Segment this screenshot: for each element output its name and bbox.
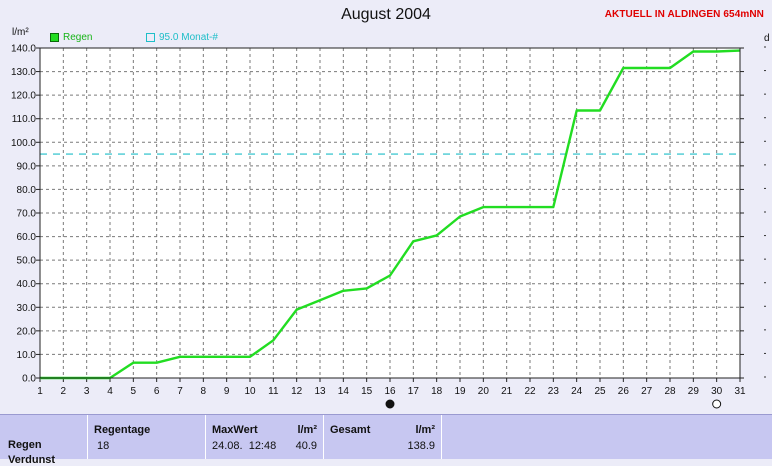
y-tick-label: 0.0 <box>22 374 36 385</box>
summary-gesamt-cell: Gesamt l/m² 138.9 <box>324 415 442 459</box>
x-tick-label: 2 <box>61 386 67 397</box>
new-moon-marker <box>385 399 395 409</box>
summary-empty-cell <box>442 415 772 459</box>
legend-item-rain: Regen <box>50 32 92 43</box>
station-label: AKTUELL IN ALDINGEN 654mNN <box>604 9 764 20</box>
x-tick-label: 15 <box>361 386 373 397</box>
x-tick-label: 5 <box>131 386 137 397</box>
y-tick-label: 130.0 <box>11 67 36 78</box>
y-tick-label: 20.0 <box>17 326 37 337</box>
y-tick-label: 30.0 <box>17 303 37 314</box>
regentage-header: Regentage <box>94 424 151 436</box>
y-tick-label: 70.0 <box>17 209 37 220</box>
x-tick-label: 21 <box>501 386 513 397</box>
summary-row-label: Regen <box>8 439 42 451</box>
x-tick-label: 13 <box>314 386 326 397</box>
y-tick-label: 140.0 <box>11 44 36 55</box>
x-tick-label: 24 <box>571 386 583 397</box>
summary-panel: Regen Verdunst Regentage 18 MaxWert l/m²… <box>0 414 772 466</box>
y-tick-label: 10.0 <box>17 350 37 361</box>
y-tick-label: 40.0 <box>17 279 37 290</box>
chart-title: August 2004 <box>341 6 431 23</box>
y-tick-label: 120.0 <box>11 91 36 102</box>
y-axis-unit-label: l/m² <box>12 27 29 38</box>
legend-item-reference: 95.0 Monat-# <box>146 32 218 43</box>
x-tick-label: 11 <box>268 386 279 397</box>
x-tick-label: 16 <box>384 386 396 397</box>
x-tick-label: 28 <box>664 386 676 397</box>
x-tick-label: 31 <box>734 386 746 397</box>
y-tick-label: 60.0 <box>17 232 37 243</box>
y-tick-label: 110.0 <box>12 114 37 125</box>
full-moon-marker <box>712 399 722 409</box>
regentage-value: 18 <box>97 440 110 452</box>
x-tick-label: 3 <box>84 386 90 397</box>
summary-regentage-cell: Regentage 18 <box>88 415 206 459</box>
x-tick-label: 22 <box>524 386 536 397</box>
x-tick-label: 6 <box>154 386 160 397</box>
y-tick-label: 90.0 <box>17 161 37 172</box>
x-tick-label: 25 <box>594 386 606 397</box>
x-tick-label: 4 <box>107 386 113 397</box>
gesamt-unit: l/m² <box>415 424 435 436</box>
y-tick-label: 50.0 <box>17 256 37 267</box>
x-tick-label: 7 <box>177 386 183 397</box>
maxwert-unit: l/m² <box>297 424 317 436</box>
legend-label-reference: 95.0 Monat-# <box>159 32 218 43</box>
x-tick-label: 10 <box>244 386 256 397</box>
x-tick-label: 30 <box>711 386 723 397</box>
maxwert-date: 24.08. 12:48 <box>212 440 277 452</box>
rain-series-line <box>40 49 741 380</box>
x-tick-label: 23 <box>548 386 560 397</box>
gesamt-header: Gesamt <box>330 424 371 436</box>
x-tick-label: 12 <box>291 386 303 397</box>
x-tick-label: 26 <box>618 386 630 397</box>
summary-label-cell: Regen Verdunst <box>0 415 88 466</box>
summary-maxwert-cell: MaxWert l/m² 24.08. 12:48 40.9 <box>206 415 324 459</box>
y-tick-label: 80.0 <box>17 185 37 196</box>
x-tick-label: 9 <box>224 386 230 397</box>
x-tick-label: 19 <box>454 386 466 397</box>
x-tick-label: 29 <box>688 386 700 397</box>
maxwert-header: MaxWert <box>212 424 258 436</box>
gesamt-value: 138.9 <box>407 440 435 452</box>
rain-chart: 0.0 10.0 20.0 30.0 40.0 50.0 60.0 70.0 80.0 90.0 1… <box>11 44 766 409</box>
legend-label-rain: Regen <box>63 32 93 43</box>
legend-swatch-reference <box>146 33 155 42</box>
x-tick-label: 1 <box>37 386 43 397</box>
x-tick-label: 20 <box>478 386 490 397</box>
y-tick-label: 100.0 <box>11 138 36 149</box>
x-tick-label: 18 <box>431 386 443 397</box>
plot-border <box>39 47 741 379</box>
x-tick-label: 27 <box>641 386 653 397</box>
legend-swatch-rain <box>50 33 59 42</box>
right-axis-unit-label: d <box>764 33 770 44</box>
x-tick-label: 8 <box>201 386 207 397</box>
x-tick-label: 14 <box>338 386 350 397</box>
maxwert-value: 40.9 <box>295 440 317 452</box>
x-tick-label: 17 <box>408 386 420 397</box>
summary-row-label-2: Verdunst <box>8 454 56 466</box>
